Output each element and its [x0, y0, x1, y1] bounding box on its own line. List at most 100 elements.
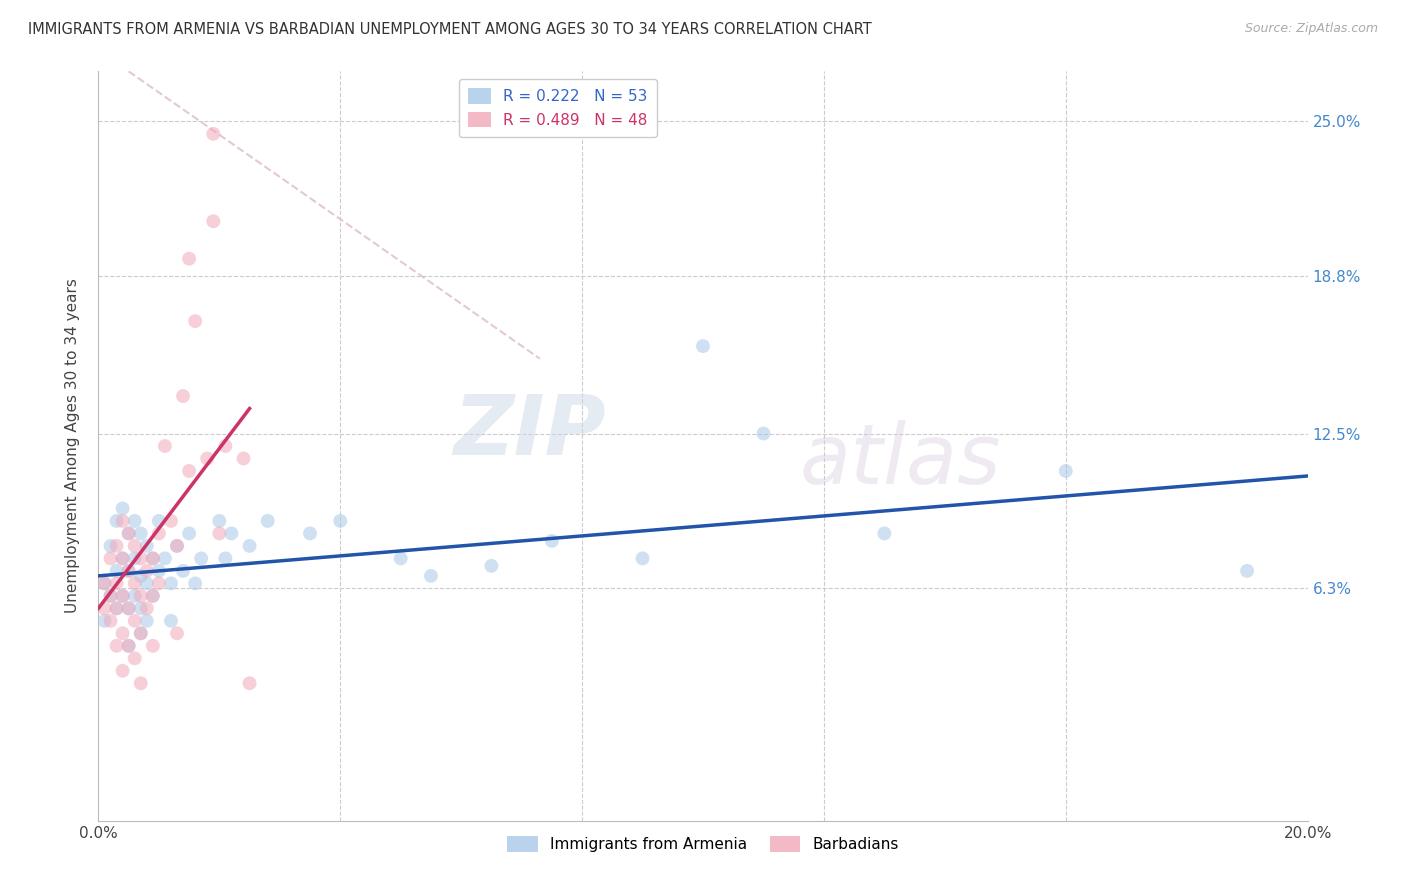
Point	[221, 526, 243, 541]
Point	[118, 564, 141, 578]
Point	[111, 514, 134, 528]
Point	[1236, 564, 1258, 578]
Point	[118, 564, 141, 578]
Point	[129, 626, 152, 640]
Text: ZIP: ZIP	[454, 391, 606, 472]
Point	[179, 464, 201, 478]
Point	[105, 601, 128, 615]
Point	[153, 439, 176, 453]
Point	[214, 439, 236, 453]
Point	[142, 551, 165, 566]
Text: Source: ZipAtlas.com: Source: ZipAtlas.com	[1244, 22, 1378, 36]
Point	[160, 576, 183, 591]
Point	[129, 676, 152, 690]
Point	[184, 314, 207, 328]
Point	[100, 551, 122, 566]
Point	[166, 539, 188, 553]
Point	[100, 539, 122, 553]
Point	[208, 526, 231, 541]
Point	[208, 514, 231, 528]
Point	[124, 551, 146, 566]
Point	[160, 514, 183, 528]
Point	[93, 576, 115, 591]
Point	[142, 551, 165, 566]
Point	[129, 526, 152, 541]
Point	[148, 564, 170, 578]
Point	[105, 601, 128, 615]
Point	[124, 589, 146, 603]
Point	[111, 551, 134, 566]
Point	[100, 614, 122, 628]
Point	[166, 539, 188, 553]
Point	[232, 451, 254, 466]
Point	[190, 551, 212, 566]
Point	[124, 614, 146, 628]
Point	[124, 651, 146, 665]
Y-axis label: Unemployment Among Ages 30 to 34 years: Unemployment Among Ages 30 to 34 years	[65, 278, 80, 614]
Point	[111, 626, 134, 640]
Point	[256, 514, 278, 528]
Point	[118, 639, 141, 653]
Point	[129, 551, 152, 566]
Point	[481, 558, 503, 573]
Point	[135, 576, 157, 591]
Point	[202, 214, 225, 228]
Point	[135, 601, 157, 615]
Point	[100, 589, 122, 603]
Point	[118, 601, 141, 615]
Point	[124, 539, 146, 553]
Point	[111, 589, 134, 603]
Legend: Immigrants from Armenia, Barbadians: Immigrants from Armenia, Barbadians	[501, 830, 905, 858]
Point	[105, 564, 128, 578]
Point	[153, 551, 176, 566]
Point	[1054, 464, 1077, 478]
Point	[93, 614, 115, 628]
Point	[214, 551, 236, 566]
Point	[124, 514, 146, 528]
Point	[118, 601, 141, 615]
Point	[148, 514, 170, 528]
Point	[420, 569, 443, 583]
Point	[631, 551, 654, 566]
Point	[148, 526, 170, 541]
Point	[195, 451, 218, 466]
Point	[329, 514, 352, 528]
Point	[129, 589, 152, 603]
Point	[299, 526, 322, 541]
Point	[105, 514, 128, 528]
Point	[172, 564, 194, 578]
Point	[135, 539, 157, 553]
Point	[93, 576, 115, 591]
Point	[118, 526, 141, 541]
Point	[100, 589, 122, 603]
Point	[118, 639, 141, 653]
Point	[184, 576, 207, 591]
Point	[105, 576, 128, 591]
Point	[129, 626, 152, 640]
Point	[129, 569, 152, 583]
Point	[111, 551, 134, 566]
Point	[111, 664, 134, 678]
Point	[239, 676, 262, 690]
Point	[111, 501, 134, 516]
Point	[389, 551, 412, 566]
Point	[135, 564, 157, 578]
Text: atlas: atlas	[800, 420, 1001, 501]
Point	[172, 389, 194, 403]
Point	[239, 539, 262, 553]
Point	[142, 589, 165, 603]
Point	[873, 526, 896, 541]
Point	[105, 639, 128, 653]
Point	[135, 614, 157, 628]
Point	[111, 589, 134, 603]
Text: IMMIGRANTS FROM ARMENIA VS BARBADIAN UNEMPLOYMENT AMONG AGES 30 TO 34 YEARS CORR: IMMIGRANTS FROM ARMENIA VS BARBADIAN UNE…	[28, 22, 872, 37]
Point	[179, 252, 201, 266]
Point	[692, 339, 714, 353]
Point	[124, 576, 146, 591]
Point	[93, 601, 115, 615]
Point	[202, 127, 225, 141]
Point	[129, 601, 152, 615]
Point	[179, 526, 201, 541]
Point	[118, 526, 141, 541]
Point	[105, 539, 128, 553]
